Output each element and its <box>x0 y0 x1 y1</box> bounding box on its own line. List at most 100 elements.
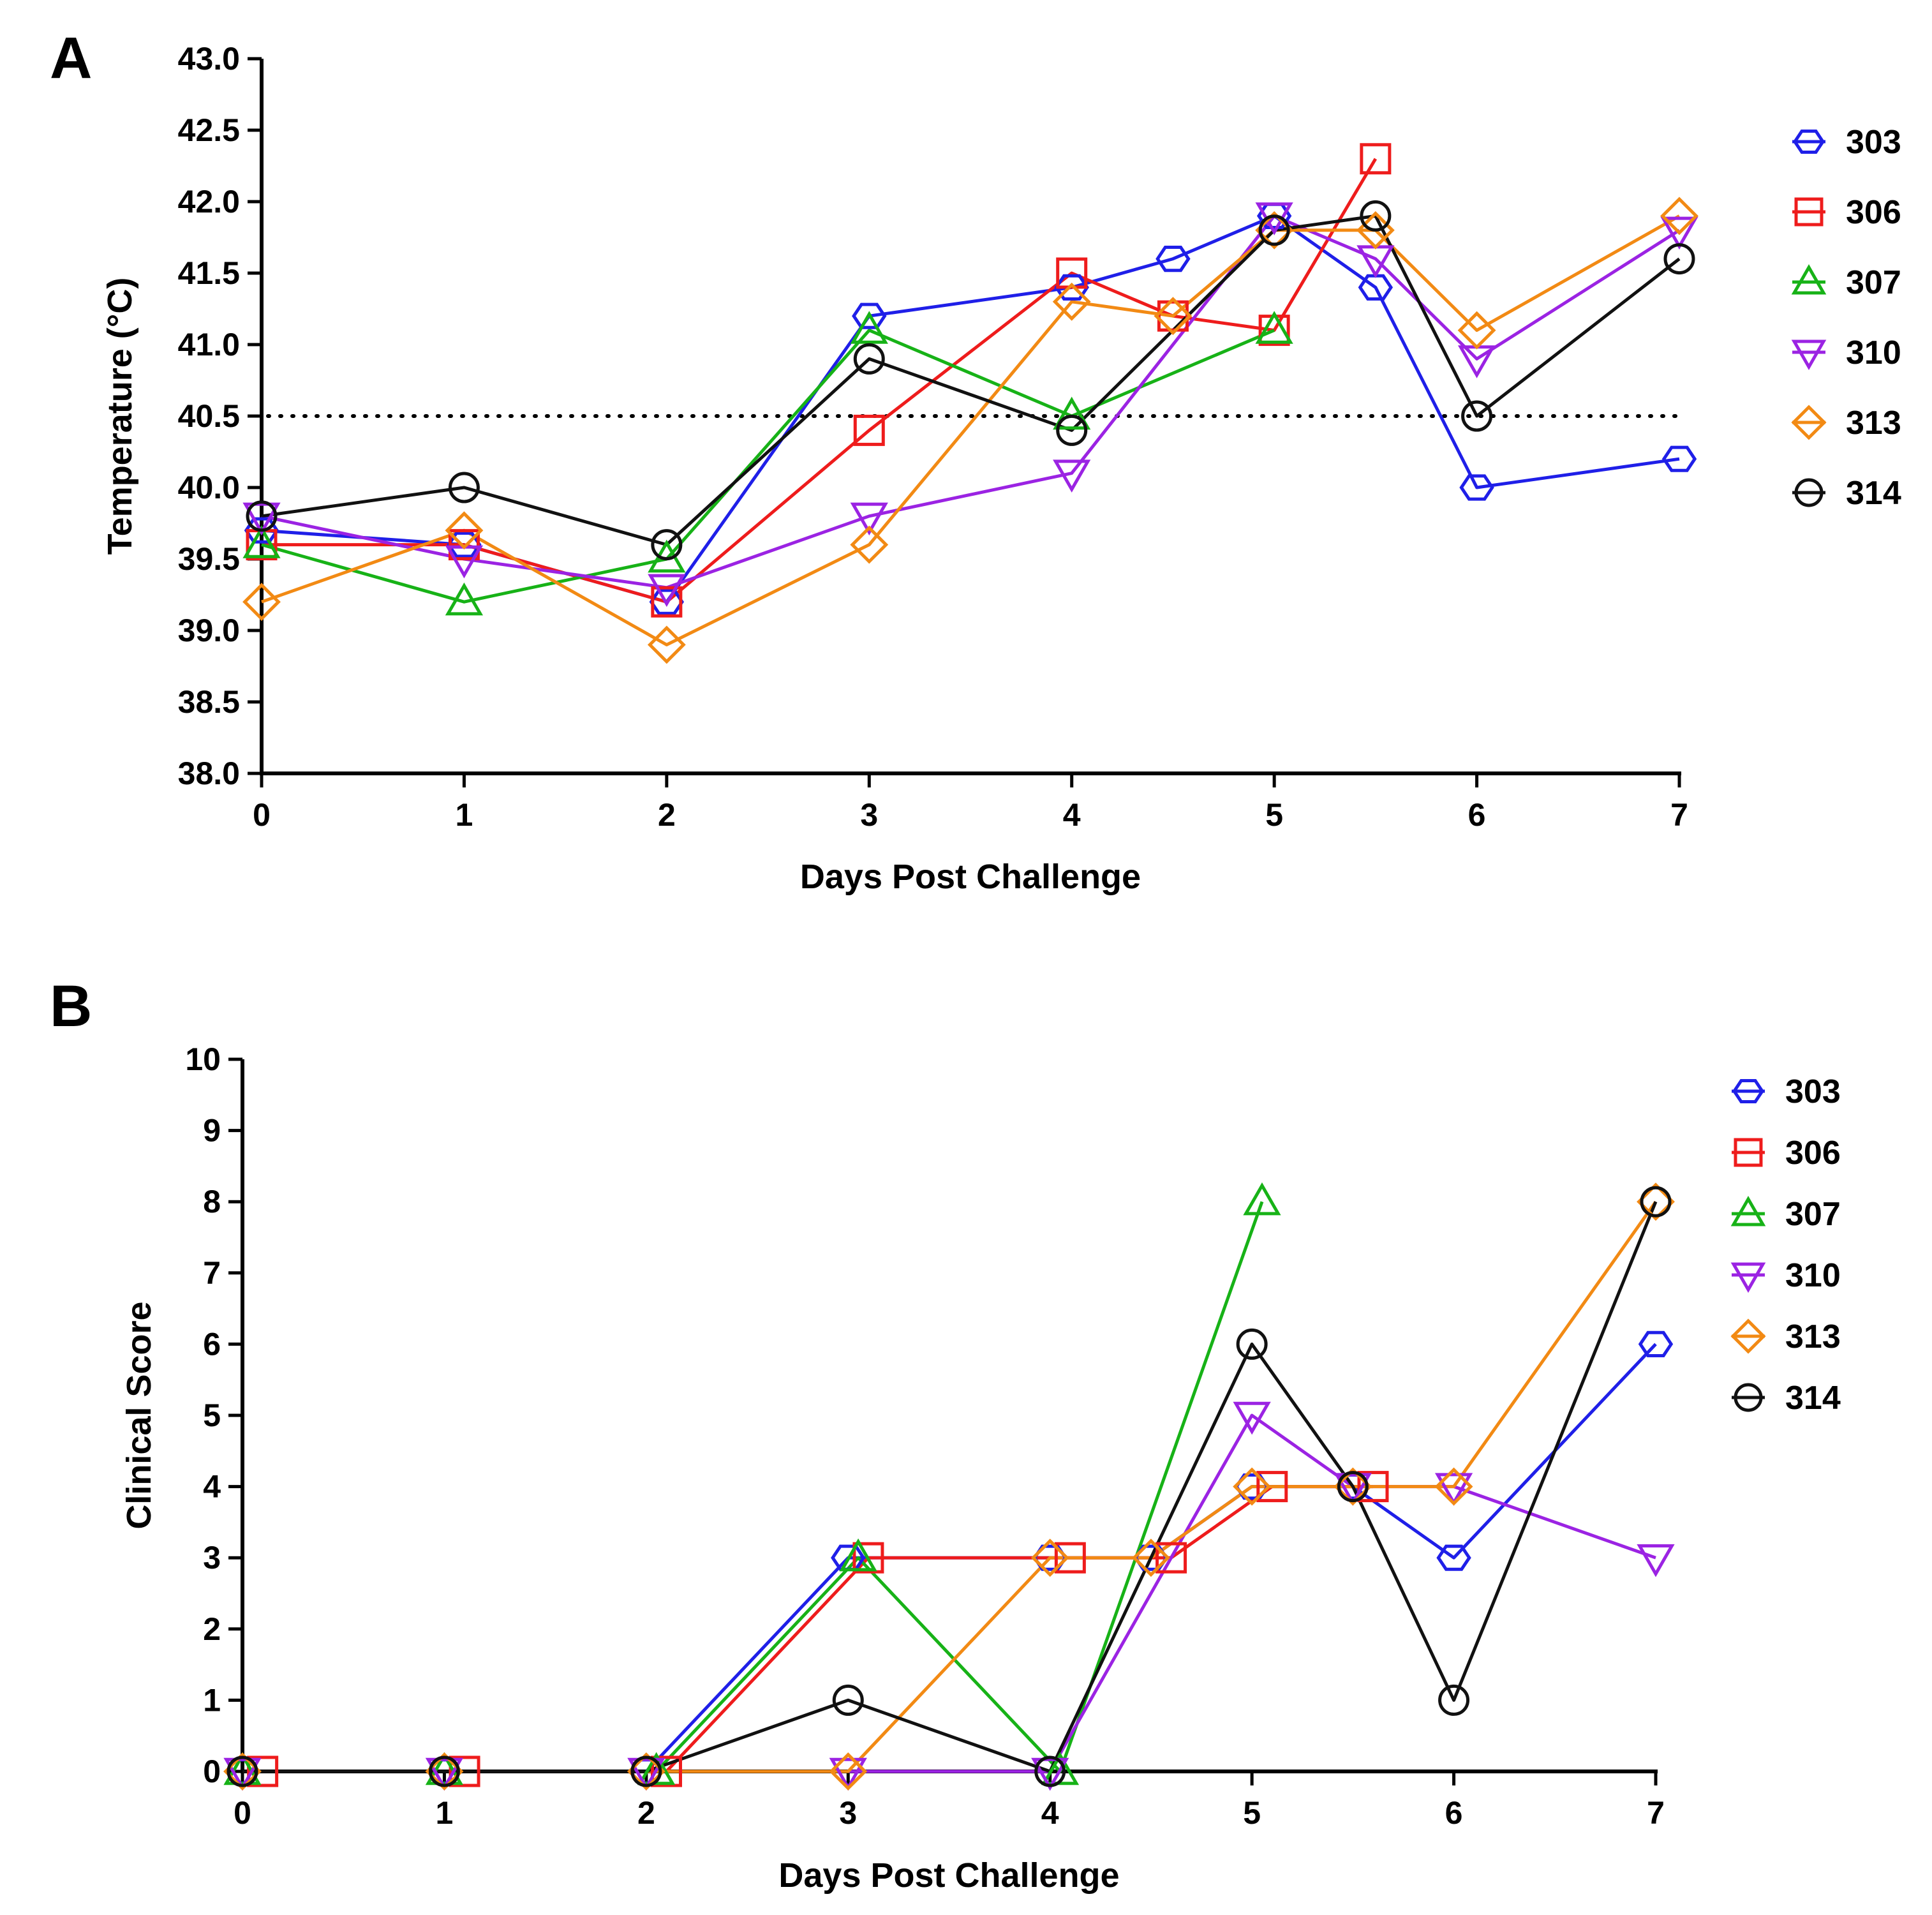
data-point-313 <box>850 525 889 564</box>
data-point-307 <box>850 311 888 344</box>
panel-b-clinical-score-chart: B 0 1 2 3 4 5 6 7 8 9 10 0 1 2 3 4 5 6 7 Days Post Challeng… <box>50 974 1841 1895</box>
x-tick-label: 5 <box>1243 1795 1261 1831</box>
legend-label-310: 310 <box>1785 1257 1841 1294</box>
legend-label-306: 306 <box>1785 1135 1841 1172</box>
y-tick-label: 9 <box>203 1113 221 1149</box>
data-point-314 <box>448 472 480 503</box>
data-point-313 <box>1030 1539 1069 1577</box>
y-tick-label: 41.0 <box>178 327 240 362</box>
series-line-313 <box>261 214 1681 646</box>
y-tick-label: 38.0 <box>178 756 240 791</box>
data-point-314 <box>1640 1186 1672 1218</box>
y-tick-label: 4 <box>203 1469 221 1505</box>
data-point-307 <box>1255 311 1293 344</box>
y-tick-label: 42.5 <box>178 112 240 148</box>
legend-label-303: 303 <box>1846 124 1901 161</box>
legend-label-314: 314 <box>1846 475 1901 512</box>
legend-label-313: 313 <box>1785 1318 1841 1355</box>
data-point-303 <box>1436 1544 1471 1571</box>
legend-marker-306 <box>1794 197 1824 227</box>
y-tick-label: 43.0 <box>178 41 240 77</box>
y-tick-label: 5 <box>203 1397 221 1433</box>
data-point-313 <box>1233 1467 1272 1506</box>
y-tick-label: 42.0 <box>178 184 240 220</box>
data-point-313 <box>1154 297 1193 336</box>
data-point-303 <box>1459 474 1494 501</box>
x-axis-label: Days Post Challenge <box>800 858 1141 896</box>
legend-marker-307 <box>1730 1195 1766 1226</box>
y-tick-label: 41.5 <box>178 255 240 291</box>
data-point-314 <box>1461 400 1493 432</box>
data-point-310 <box>829 1757 867 1791</box>
data-point-310 <box>648 574 686 607</box>
legend-label-314: 314 <box>1785 1380 1841 1417</box>
y-tick-label: 38.5 <box>178 684 240 720</box>
y-tick-label: 0 <box>203 1754 221 1789</box>
data-point-314 <box>246 500 278 532</box>
data-point-314 <box>651 529 683 561</box>
x-tick-label: 6 <box>1468 797 1486 833</box>
data-point-310 <box>850 502 888 536</box>
data-point-314 <box>1034 1755 1066 1787</box>
data-point-310 <box>1233 1401 1271 1435</box>
data-point-306 <box>247 1755 279 1787</box>
data-point-310 <box>1660 216 1698 250</box>
x-tick-label: 0 <box>253 797 271 833</box>
data-point-310 <box>627 1757 665 1791</box>
data-point-313 <box>1434 1467 1473 1506</box>
x-tick-label: 3 <box>860 797 878 833</box>
y-tick-label: 6 <box>203 1326 221 1362</box>
data-point-314 <box>1438 1684 1470 1716</box>
legend-marker-313 <box>1791 405 1827 440</box>
data-point-306 <box>448 529 480 561</box>
data-point-307 <box>1053 396 1091 430</box>
data-point-307 <box>839 1538 877 1572</box>
data-point-314 <box>227 1755 258 1787</box>
x-tick-label: 1 <box>436 1795 454 1831</box>
data-point-306 <box>1357 1471 1389 1503</box>
legend-marker-314 <box>1794 478 1824 507</box>
data-point-307 <box>445 582 484 616</box>
y-tick-label: 39.0 <box>178 613 240 648</box>
y-axis-label: Temperature (°C) <box>101 278 139 555</box>
y-tick-label: 2 <box>203 1611 221 1647</box>
data-point-314 <box>1236 1328 1268 1360</box>
data-point-307 <box>223 1752 262 1785</box>
x-tick-label: 4 <box>1041 1795 1059 1831</box>
x-tick-label: 7 <box>1670 797 1688 833</box>
legend-label-306: 306 <box>1846 194 1901 231</box>
data-point-306 <box>1056 257 1088 289</box>
x-axis-label: Days Post Challenge <box>778 1856 1119 1895</box>
data-point-306 <box>852 1542 884 1574</box>
panel-a-temperature-chart: A 38.038.539.039.540.040.541.041.542.042… <box>50 26 1901 896</box>
x-tick-label: 0 <box>234 1795 251 1831</box>
data-point-314 <box>1258 214 1290 246</box>
data-point-303 <box>1661 445 1697 472</box>
legend-label-307: 307 <box>1785 1196 1841 1233</box>
data-point-313 <box>1660 197 1698 235</box>
data-point-303 <box>1155 246 1191 272</box>
data-point-314 <box>1056 414 1088 446</box>
data-point-314 <box>428 1755 460 1787</box>
data-point-310 <box>1334 1473 1372 1506</box>
data-point-306 <box>651 586 683 618</box>
x-tick-label: 2 <box>658 797 676 833</box>
data-point-306 <box>853 414 885 446</box>
legend-label-303: 303 <box>1785 1073 1841 1110</box>
y-tick-label: 39.5 <box>178 541 240 577</box>
data-point-313 <box>1457 311 1496 350</box>
x-tick-label: 4 <box>1063 797 1081 833</box>
series-line-314 <box>261 214 1681 547</box>
y-tick-label: 7 <box>203 1255 221 1291</box>
series-line-307 <box>261 329 1275 604</box>
legend-label-313: 313 <box>1846 405 1901 442</box>
data-point-306 <box>1054 1542 1086 1574</box>
y-tick-label: 40.5 <box>178 398 240 434</box>
data-point-313 <box>1131 1539 1170 1577</box>
y-tick-label: 10 <box>185 1041 221 1077</box>
x-tick-label: 2 <box>637 1795 655 1831</box>
panel-b-letter: B <box>50 974 92 1039</box>
panel-a-letter: A <box>50 26 92 91</box>
legend-marker-314 <box>1734 1383 1763 1412</box>
y-tick-label: 40.0 <box>178 470 240 505</box>
